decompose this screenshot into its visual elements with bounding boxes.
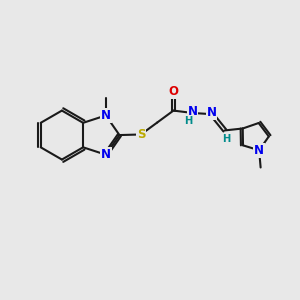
- Text: N: N: [188, 105, 198, 118]
- Text: H: H: [184, 116, 192, 126]
- Text: H: H: [222, 134, 230, 144]
- Text: N: N: [101, 148, 111, 161]
- Text: N: N: [254, 144, 264, 157]
- Text: N: N: [207, 106, 217, 119]
- Text: N: N: [101, 109, 111, 122]
- Text: S: S: [137, 128, 145, 141]
- Text: O: O: [168, 85, 178, 98]
